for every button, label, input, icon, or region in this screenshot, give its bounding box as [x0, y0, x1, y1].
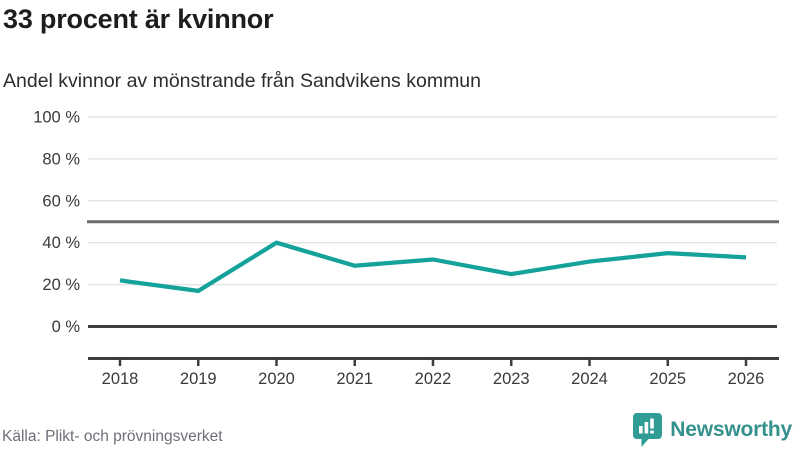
y-tick-label: 40 %	[42, 234, 80, 252]
x-tick-label: 2023	[493, 370, 530, 388]
source-note: Källa: Plikt- och prövningsverket	[2, 428, 223, 445]
newsworthy-logo: Newsworthy	[632, 412, 792, 448]
x-tick-label: 2024	[571, 370, 608, 388]
data-line	[119, 240, 747, 294]
y-tick-label: 80 %	[42, 150, 80, 168]
x-tick-label: 2025	[649, 370, 686, 388]
y-tick-label: 20 %	[42, 276, 80, 294]
x-tick-label: 2020	[258, 370, 295, 388]
chart-title: 33 procent är kvinnor	[3, 4, 274, 34]
x-tick-label: 2018	[102, 370, 139, 388]
x-tick-label: 2022	[415, 370, 452, 388]
y-tick-label: 100 %	[33, 109, 80, 127]
newsworthy-wordmark: Newsworthy	[670, 418, 792, 441]
x-tick-label: 2021	[336, 370, 373, 388]
x-tick-label: 2019	[180, 370, 217, 388]
chart-subtitle: Andel kvinnor av mönstrande från Sandvik…	[3, 70, 481, 92]
y-tick-label: 60 %	[42, 192, 80, 210]
newsworthy-bubble-chart-icon	[633, 413, 663, 447]
x-tick-label: 2026	[728, 370, 765, 388]
y-tick-label: 0 %	[52, 318, 81, 336]
